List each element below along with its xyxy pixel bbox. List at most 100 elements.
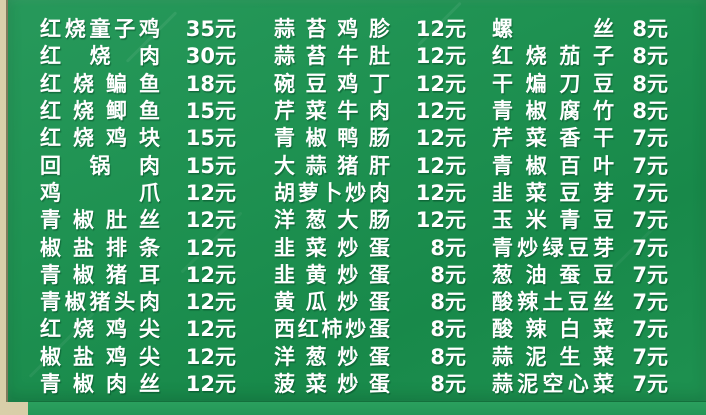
dish-name-char: 耳 [139,262,160,287]
menu-row: 青椒猪耳 12元 [40,262,236,289]
menu-row: 鸡爪 12元 [40,180,236,207]
dish-name-char: 肚 [368,44,390,69]
dish-price: 8元 [632,71,668,96]
menu-row: 椒盐鸡尖 12元 [40,344,236,371]
dish-name-char: 椒 [73,208,94,233]
menu-row: 蒜泥生菜 7元 [492,344,668,371]
dish-name-char: 椒 [73,372,94,396]
menu-row: 青椒腐竹 8元 [492,98,668,125]
dish-name-char: 青 [492,99,513,124]
menu-row: 蒜苔鸡胗 12元 [274,16,466,43]
dish-name: 青炒绿豆芽 [492,235,614,260]
menu-row: 红烧茄子 8元 [492,43,668,70]
dish-name-char: 烧 [525,44,547,69]
dish-name-char: 胗 [368,17,390,42]
dish-name-char: 瓜 [305,290,327,315]
dish-name-char: 尖 [139,344,160,369]
dish-name: 椒盐鸡尖 [40,344,160,369]
menu-row: 葱油蚕豆 7元 [492,262,668,289]
dish-name-char: 鱼 [139,71,160,96]
dish-name: 青椒猪耳 [40,262,160,287]
dish-name-char: 空 [542,372,564,396]
dish-name-char: 椒 [525,99,547,124]
dish-price: 12元 [185,344,236,369]
dish-name-char: 刀 [559,71,581,96]
dish-name-char: 菜 [305,372,327,396]
dish-name-char: 肚 [106,208,127,233]
dish-name-char: 丝 [139,372,160,396]
dish-name-char: 蛋 [368,235,390,260]
dish-name-char: 丁 [368,71,390,96]
menu-row: 红烧鸡尖 12元 [40,316,236,343]
dish-name-char: 子 [592,44,614,69]
dish-name-char: 青 [274,126,295,151]
dish-name-char: 肉 [139,153,160,178]
dish-name-char: 菜 [592,317,614,342]
dish-name: 洋葱炒蛋 [274,344,390,369]
dish-name: 玉米青豆 [492,210,614,231]
dish-price: 8元 [430,317,466,342]
dish-name-char: 茄 [559,44,581,69]
dish-name-char: 苔 [305,17,327,42]
menu-row: 青椒肚丝 12元 [40,207,236,234]
dish-name: 韭菜豆芽 [492,182,614,204]
menu-row: 玉米青豆 7元 [492,207,668,234]
dish-name: 芹菜牛肉 [274,101,390,122]
dish-price: 15元 [185,153,236,178]
dish-price: 12元 [185,262,236,287]
dish-name: 蒜泥空心菜 [492,374,614,395]
dish-name-char: 椒 [40,344,61,369]
dish-price: 12元 [185,208,236,233]
dish-name-char: 青 [40,208,61,233]
dish-name-char: 腐 [559,99,581,124]
dish-name: 红烧茄子 [492,46,614,67]
menu-row: 干煸刀豆 8元 [492,71,668,98]
dish-name-char: 鸡 [139,17,160,42]
dish-name: 蒜苔牛肚 [274,46,390,67]
dish-name-char: 鸡 [106,126,127,151]
menu-row: 青椒百叶 7元 [492,152,668,179]
dish-name-char: 生 [559,344,581,369]
dish-name-char: 卜 [321,180,343,205]
dish-price: 8元 [430,290,466,315]
menu-row: 菠菜炒蛋 8元 [274,371,466,398]
dish-price: 12元 [415,208,466,233]
dish-name-char: 菠 [274,372,295,396]
dish-name: 碗豆鸡丁 [274,71,390,96]
dish-name: 黄瓜炒蛋 [274,292,390,313]
dish-name-char: 炒 [345,180,367,205]
dish-price: 8元 [430,344,466,369]
dish-name-char: 烧 [64,17,86,42]
dish-name: 胡萝卜炒肉 [274,180,390,205]
dish-name-char: 豆 [567,290,589,315]
dish-name-char: 青 [492,235,513,260]
dish-name-char: 黄 [274,290,295,315]
menu-row: 青椒鸭肠 12元 [274,125,466,152]
dish-name-char: 洋 [274,208,295,233]
dish-name-char: 红 [40,126,61,151]
dish-name-char: 菜 [305,235,327,260]
dish-name-char: 子 [114,17,136,42]
dish-name: 洋葱大肠 [274,210,390,231]
dish-name-char: 炒 [337,235,359,260]
dish-name-char: 蚕 [559,262,581,287]
dish-price: 12元 [185,317,236,342]
dish-name-char: 西 [274,317,295,342]
dish-name-char: 洋 [274,344,295,369]
dish-name-char: 盐 [73,235,94,260]
dish-name-char: 椒 [525,153,547,178]
dish-name: 青椒肚丝 [40,210,160,231]
dish-name-char: 红 [40,71,61,96]
menu-row: 胡萝卜炒肉 12元 [274,180,466,207]
dish-name-char: 块 [139,126,160,151]
dish-price: 12元 [185,180,236,205]
dish-price: 7元 [632,153,668,178]
dish-name: 西红柿炒蛋 [274,319,390,340]
menu-board: 红烧童子鸡 35元红烧肉 30元红烧鳊鱼 18元红烧鲫鱼 15元红烧鸡块 15元回锅肉 15… [6,0,706,402]
dish-name-char: 肉 [139,44,160,69]
dish-name: 红烧肉 [40,46,160,67]
dish-name: 菠菜炒蛋 [274,374,390,395]
dish-name-char: 红 [40,44,61,69]
dish-name-char: 椒 [73,262,94,287]
dish-name-char: 条 [139,235,160,260]
